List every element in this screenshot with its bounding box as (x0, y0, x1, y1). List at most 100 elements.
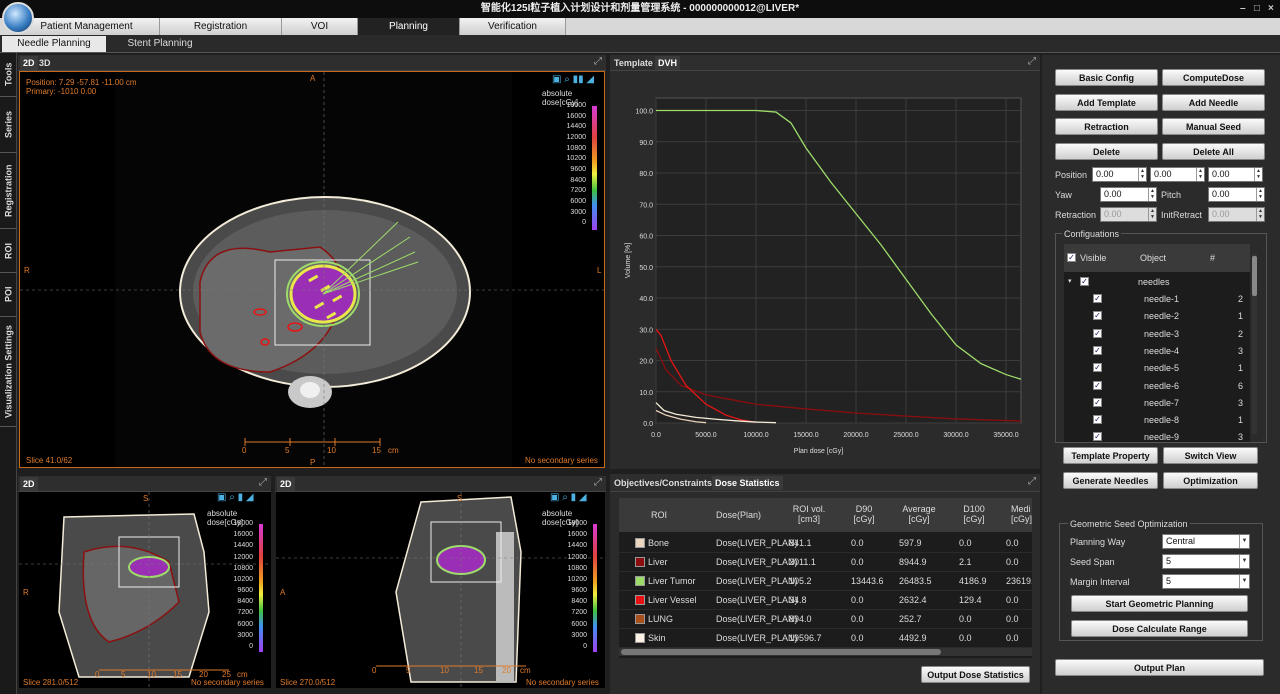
needle-visible-checkbox[interactable]: ✓ (1093, 363, 1102, 373)
side-tab-visualization-settings[interactable]: Visualization Settings (0, 317, 17, 427)
visible-all-checkbox[interactable]: ✓ (1067, 253, 1076, 262)
coronal-tool-icons[interactable]: ▣ ⌕ ▮ ◢ (217, 492, 254, 503)
stats-row[interactable]: Liver Tumor Dose(LIVER_PLAN) 105.2 13443.6 2… (619, 572, 1032, 591)
margin-select[interactable]: 5 ▼ (1162, 574, 1250, 589)
retraction-button[interactable]: Retraction (1055, 118, 1158, 135)
collapse-icon[interactable]: ▾ (1068, 278, 1072, 285)
stats-expand-icon[interactable]: ⤢ (1028, 476, 1036, 487)
sagittal-tool-icons[interactable]: ▣ ⌕ ▮ ◢ (550, 492, 587, 503)
col-vol[interactable]: ROI vol. [cm3] (792, 504, 826, 524)
needle-visible-checkbox[interactable]: ✓ (1093, 345, 1102, 355)
retraction-input[interactable]: 0.00 ▲ ▼ (1100, 207, 1157, 222)
delete-all-button[interactable]: Delete All (1162, 143, 1265, 160)
coronal-viewer[interactable]: S R ▣ ⌕ ▮ ◢ absolute dose[cGy] 18000 1600… (19, 492, 271, 688)
expand-icon[interactable]: ⤢ (594, 56, 602, 67)
chevron-down-icon[interactable]: ▼ (1239, 575, 1249, 588)
group-checkbox[interactable]: ✓ (1080, 277, 1089, 286)
planning-way-select[interactable]: Central ▼ (1162, 534, 1250, 549)
spin-arrows-icon[interactable]: ▲ ▼ (1148, 208, 1156, 221)
stats-row[interactable]: Liver Dose(LIVER_PLAN) 2011.1 0.0 8944.9 2.1 0… (619, 553, 1032, 572)
dvh-expand-icon[interactable]: ⤢ (1028, 56, 1036, 67)
coronal-expand-icon[interactable]: ⤢ (259, 477, 267, 488)
output-dose-statistics-button[interactable]: Output Dose Statistics (921, 666, 1030, 683)
add-template-button[interactable]: Add Template (1055, 94, 1158, 111)
tree-group-needles[interactable]: ▾ ✓ needles (1064, 274, 1248, 291)
tab-registration[interactable]: Registration (160, 18, 282, 35)
tool-icons[interactable]: ▣ ⌕ ▮▮ ◢ (552, 74, 595, 85)
sagittal-expand-icon[interactable]: ⤢ (594, 477, 602, 488)
view-tab-2d[interactable]: 2D (20, 56, 38, 70)
col-visible[interactable]: Visible (1080, 253, 1107, 263)
config-scrollbar[interactable] (1252, 254, 1257, 434)
col-d100[interactable]: D100 [cGy] (963, 504, 985, 524)
tab-dose-statistics[interactable]: Dose Statistics (712, 476, 783, 490)
side-tab-series[interactable]: Series (0, 97, 17, 153)
minimize-button[interactable]: – (1240, 3, 1246, 14)
tab-needle-planning[interactable]: Needle Planning (2, 36, 106, 52)
axial-viewer[interactable]: Position: 7.29 -57.81 -11.00 cm Primary:… (19, 71, 605, 468)
needle-visible-checkbox[interactable]: ✓ (1093, 397, 1102, 407)
delete-button[interactable]: Delete (1055, 143, 1158, 160)
needle-visible-checkbox[interactable]: ✓ (1093, 328, 1102, 338)
template-property-button[interactable]: Template Property (1063, 447, 1158, 464)
view-tab-3d[interactable]: 3D (39, 58, 51, 68)
tab-stent-planning[interactable]: Stent Planning (127, 38, 193, 49)
side-tab-tools[interactable]: Tools (0, 53, 17, 97)
col-count[interactable]: # (1210, 253, 1216, 263)
maximize-button[interactable]: □ (1254, 3, 1261, 14)
stats-row[interactable]: LUNG Dose(LIVER_PLAN) 894.0 0.0 252.7 0.0 0.0 (619, 610, 1032, 629)
stats-row[interactable]: Bone Dose(LIVER_PLAN) 841.1 0.0 597.9 0.0 0.0 (619, 534, 1032, 553)
tab-dvh[interactable]: DVH (655, 56, 681, 70)
spin-arrows-icon[interactable]: ▲ ▼ (1256, 208, 1264, 221)
spin-arrows-icon[interactable]: ▲ ▼ (1196, 168, 1204, 181)
needle-row[interactable]: ✓ needle-7 3 (1064, 395, 1248, 412)
initretract-input[interactable]: 0.00 ▲ ▼ (1208, 207, 1265, 222)
tab-patient-management[interactable]: Patient Management (14, 18, 160, 35)
stats-row[interactable]: Liver Vessel Dose(LIVER_PLAN) 34.8 0.0 2632.… (619, 591, 1032, 610)
chevron-down-icon[interactable]: ▼ (1239, 535, 1249, 548)
output-plan-button[interactable]: Output Plan (1055, 659, 1264, 676)
needle-row[interactable]: ✓ needle-9 3 (1064, 429, 1248, 442)
generate-needles-button[interactable]: Generate Needles (1063, 472, 1158, 489)
basic-config-button[interactable]: Basic Config (1055, 69, 1158, 86)
needle-row[interactable]: ✓ needle-6 6 (1064, 378, 1248, 395)
col-object[interactable]: Object (1140, 253, 1167, 263)
col-median[interactable]: Medi [cGy] (1011, 504, 1032, 524)
needle-row[interactable]: ✓ needle-8 1 (1064, 412, 1248, 429)
tab-voi[interactable]: VOI (282, 18, 358, 35)
spin-arrows-icon[interactable]: ▲ ▼ (1256, 188, 1264, 201)
needle-row[interactable]: ✓ needle-4 3 (1064, 343, 1248, 360)
col-roi[interactable]: ROI (651, 510, 668, 520)
compute-dose-button[interactable]: ComputeDose (1162, 69, 1265, 86)
side-tab-poi[interactable]: POI (0, 273, 17, 317)
needle-visible-checkbox[interactable]: ✓ (1093, 415, 1102, 425)
needle-row[interactable]: ✓ needle-2 1 (1064, 308, 1248, 325)
needle-visible-checkbox[interactable]: ✓ (1093, 380, 1102, 390)
needle-visible-checkbox[interactable]: ✓ (1093, 294, 1102, 303)
yaw-input[interactable]: 0.00 ▲ ▼ (1100, 187, 1157, 202)
stats-scrollbar[interactable] (619, 648, 1032, 656)
needle-row[interactable]: ✓ needle-3 2 (1064, 326, 1248, 343)
spin-arrows-icon[interactable]: ▲ ▼ (1138, 168, 1146, 181)
switch-view-button[interactable]: Switch View (1163, 447, 1258, 464)
position-z-input[interactable]: 0.00 ▲ ▼ (1208, 167, 1263, 182)
side-tab-roi[interactable]: ROI (0, 229, 17, 273)
seed-span-select[interactable]: 5 ▼ (1162, 554, 1250, 569)
start-geometric-planning-button[interactable]: Start Geometric Planning (1071, 595, 1248, 612)
col-d90[interactable]: D90 [cGy] (853, 504, 875, 524)
dose-calculate-range-button[interactable]: Dose Calculate Range (1071, 620, 1248, 637)
coronal-tab-2d[interactable]: 2D (20, 477, 38, 491)
side-tab-registration[interactable]: Registration (0, 153, 17, 229)
manual-seed-button[interactable]: Manual Seed (1162, 118, 1265, 135)
tab-verification[interactable]: Verification (460, 18, 566, 35)
add-needle-button[interactable]: Add Needle (1162, 94, 1265, 111)
position-y-input[interactable]: 0.00 ▲ ▼ (1150, 167, 1205, 182)
col-dose[interactable]: Dose(Plan) (716, 510, 762, 520)
stats-row[interactable]: Skin Dose(LIVER_PLAN) 19596.7 0.0 4492.9 0.0 0… (619, 629, 1032, 648)
tab-planning[interactable]: Planning (358, 18, 460, 35)
col-avg[interactable]: Average [cGy] (902, 504, 936, 524)
sagittal-viewer[interactable]: S A ▣ ⌕ ▮ ◢ absolute dose[cGy] 18000 1600… (276, 492, 605, 688)
position-x-input[interactable]: 0.00 ▲ ▼ (1092, 167, 1147, 182)
needle-row[interactable]: ✓ needle-5 1 (1064, 360, 1248, 377)
spin-arrows-icon[interactable]: ▲ ▼ (1148, 188, 1156, 201)
